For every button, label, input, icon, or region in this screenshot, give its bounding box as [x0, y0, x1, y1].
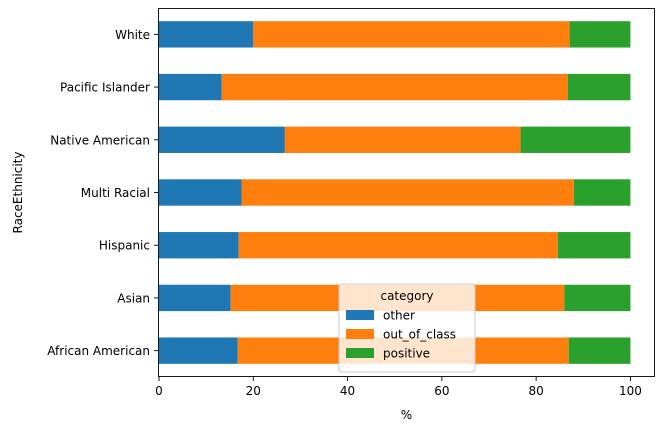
y-tick-label: Hispanic: [99, 239, 150, 253]
legend-label-other: other: [383, 309, 415, 323]
bar-positive-hispanic: [557, 232, 631, 259]
bar-out-of-class-white: [253, 21, 570, 48]
y-tick-label: African American: [47, 344, 150, 358]
x-tick-label: 20: [246, 384, 261, 398]
bar-positive-asian: [564, 284, 631, 312]
y-tick-label: White: [115, 28, 150, 42]
y-tick-label: Multi Racial: [81, 186, 150, 200]
legend-title: category: [380, 289, 433, 303]
legend-label-positive: positive: [383, 347, 430, 361]
legend-label-out-of-class: out_of_class: [383, 328, 456, 342]
y-axis: African American Asian Hispanic Multi Racia…: [47, 28, 158, 358]
bar-other-african-american: [159, 337, 238, 364]
bar-positive-native-american: [520, 126, 631, 153]
bar-other-multi-racial: [159, 179, 242, 206]
x-tick-label: 60: [434, 384, 449, 398]
legend-swatch-out-of-class: [346, 329, 374, 339]
bar-positive-pacific-islander: [567, 73, 631, 101]
bar-out-of-class-multi-racial: [241, 179, 574, 206]
bar-positive-african-american: [568, 337, 631, 364]
legend-swatch-other: [346, 310, 374, 320]
y-tick-label: Native American: [50, 133, 150, 147]
x-axis-label: %: [401, 408, 412, 422]
x-axis: 0 20 40 60 80 100: [155, 377, 642, 398]
y-tick-label: Pacific Islander: [60, 81, 150, 95]
bar-other-hispanic: [159, 232, 239, 259]
bar-other-asian: [159, 284, 231, 312]
bar-out-of-class-hispanic: [238, 232, 558, 259]
x-tick-label: 0: [155, 384, 163, 398]
bar-out-of-class-native-american: [284, 126, 521, 153]
plot-frame: [158, 8, 655, 377]
x-tick-label: 100: [619, 384, 642, 398]
legend: category other out_of_class positive: [338, 283, 476, 373]
bar-other-pacific-islander: [159, 73, 222, 101]
y-tick-label: Asian: [117, 291, 150, 305]
bar-positive-white: [569, 21, 631, 48]
bar-out-of-class-pacific-islander: [221, 73, 568, 101]
bar-positive-multi-racial: [573, 179, 631, 206]
bar-other-white: [159, 21, 254, 48]
legend-swatch-positive: [346, 348, 374, 358]
bar-other-native-american: [159, 126, 285, 153]
y-axis-label: RaceEthnicity: [11, 152, 25, 234]
x-tick-label: 40: [340, 384, 355, 398]
x-tick-label: 80: [529, 384, 544, 398]
